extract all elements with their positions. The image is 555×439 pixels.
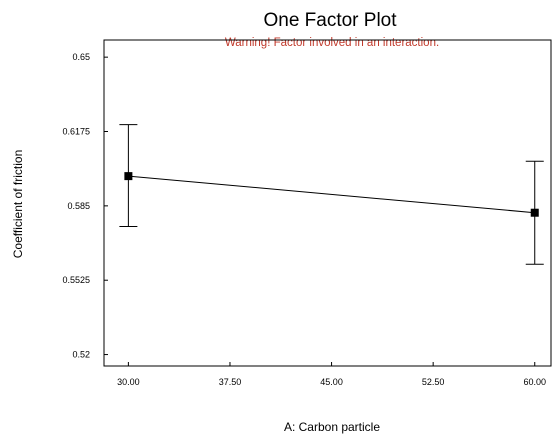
plot-area-frame [103,39,552,367]
x-tick-label: 45.00 [320,377,343,387]
x-axis-label: A: Carbon particle [284,420,380,434]
y-axis-ticks: 0.65 0.6175 0.585 0.5525 0.52 [62,52,108,360]
y-axis-label: Coefficient of friction [11,150,25,259]
x-axis-ticks: 30.00 37.50 45.00 52.50 60.00 [117,362,546,387]
x-tick-label: 52.50 [422,377,445,387]
series-line [128,175,535,214]
data-point [530,208,539,217]
y-tick-label: 0.5525 [62,275,90,285]
y-tick-label: 0.52 [72,350,90,360]
x-tick-label: 60.00 [523,377,546,387]
x-tick-label: 37.50 [219,377,242,387]
data-marks [119,124,544,265]
y-tick-label: 0.65 [72,52,90,62]
x-tick-label: 30.00 [117,377,140,387]
warning-annotation: Warning! Factor involved in an interacti… [225,37,439,49]
data-point [124,172,133,181]
chart-title: One Factor Plot [263,10,397,31]
y-tick-label: 0.6175 [62,127,90,137]
y-tick-label: 0.585 [67,201,90,211]
